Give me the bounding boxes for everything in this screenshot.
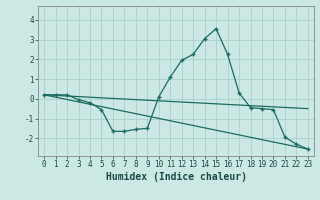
- X-axis label: Humidex (Indice chaleur): Humidex (Indice chaleur): [106, 172, 246, 182]
